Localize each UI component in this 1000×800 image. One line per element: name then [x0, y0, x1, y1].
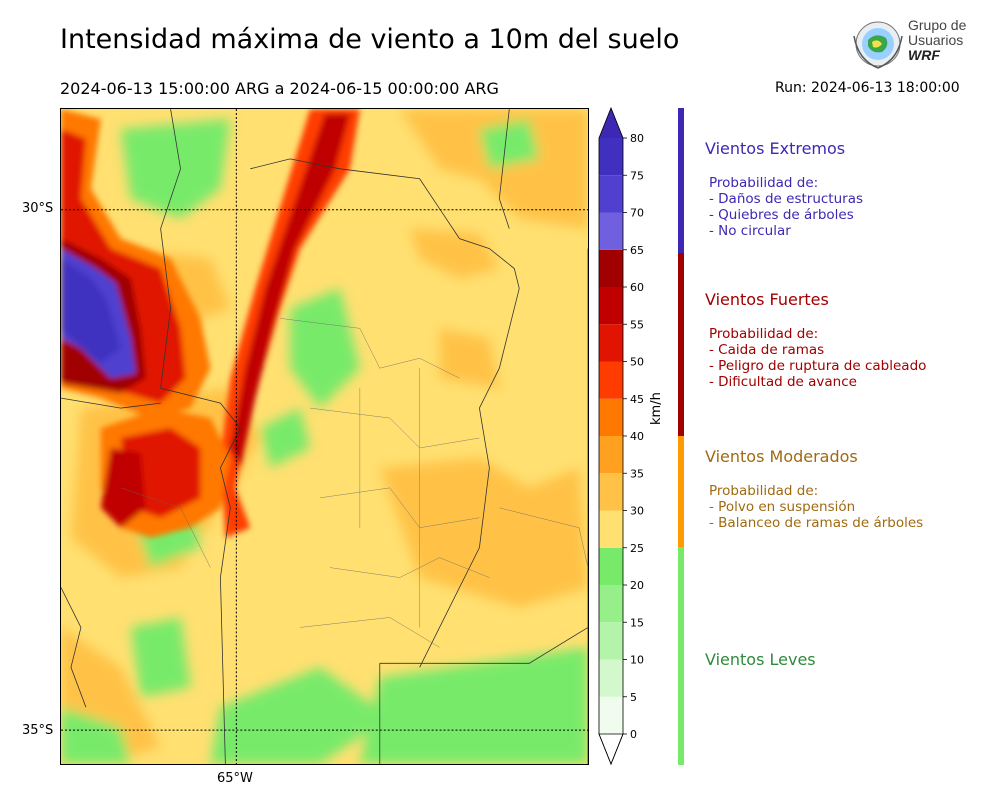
colorbar-tick-label: 10 [630, 654, 644, 667]
colorbar-segment [599, 398, 623, 436]
colorbar-tick-label: 50 [630, 356, 644, 369]
impact-line: - Daños de estructuras [709, 191, 864, 207]
logo-line-3: WRF [908, 47, 940, 63]
colorbar-segment [599, 547, 623, 585]
colorbar-segment [599, 138, 623, 176]
colorbar-segment [599, 249, 623, 287]
colorbar-segment [599, 696, 623, 734]
colorbar-tick-label: 75 [630, 169, 644, 182]
impact-line: - Dificultad de avance [709, 374, 857, 390]
colorbar-segment [599, 473, 623, 511]
logo-line-1: Grupo de [908, 17, 967, 33]
colorbar-segment [599, 622, 623, 660]
wind-map [60, 108, 589, 765]
colorbar-segment [599, 436, 623, 474]
category-title: Vientos Extremos [705, 139, 846, 158]
impact-line: - No circular [709, 223, 791, 239]
colorbar-tick-label: 60 [630, 281, 644, 294]
colorbar-tick-label: 80 [630, 132, 644, 145]
impact-line: - Balanceo de ramas de árboles [709, 515, 924, 531]
wrf-logo [853, 21, 903, 69]
wind-category: Vientos Leves [705, 650, 816, 669]
province-boundaries [61, 109, 588, 764]
colorbar-segment [599, 287, 623, 325]
colorbar-tick-label: 45 [630, 393, 644, 406]
colorbar: 0 5 10 15 20 25 30 35 40 45 50 55 60 65 70 75 80 [598, 106, 644, 766]
colorbar-tick-label: 65 [630, 244, 644, 257]
lat-label-35s: 35°S [22, 723, 54, 738]
colorbar-tick-label: 55 [630, 318, 644, 331]
colorbar-segment [599, 659, 623, 697]
impact-line: - Polvo en suspensión [709, 499, 856, 515]
logo-line-2: Usuarios [908, 32, 964, 48]
colorbar-segment [599, 585, 623, 623]
colorbar-tick-label: 35 [630, 467, 644, 480]
lat-label-30s: 30°S [22, 201, 54, 216]
colorbar-tick-label: 30 [630, 505, 644, 518]
logo-text: Grupo de Usuarios WRF [908, 18, 966, 63]
run-time: Run: 2024-06-13 18:00:00 [775, 80, 960, 96]
impact-line: Probabilidad de: [709, 483, 819, 499]
colorbar-tick-label: 25 [630, 542, 644, 555]
graticule [61, 109, 588, 764]
category-title: Vientos Fuertes [705, 290, 829, 309]
impact-line: - Quiebres de árboles [709, 207, 854, 223]
colorbar-segment [599, 361, 623, 399]
impact-line: Probabilidad de: [709, 326, 819, 342]
category-impacts: Probabilidad de: - Daños de estructuras - … [709, 175, 863, 239]
colorbar-segment [599, 212, 623, 250]
wind-category: Vientos Moderados Probabilidad de: - Polvo… [705, 447, 923, 531]
category-bar [678, 547, 684, 765]
colorbar-tick-label: 20 [630, 579, 644, 592]
category-title: Vientos Leves [705, 650, 816, 669]
impact-line: - Peligro de ruptura de cableado [709, 358, 927, 374]
category-bar [678, 436, 684, 547]
colorbar-tick-label: 0 [630, 728, 637, 741]
colorbar-unit: km/h [649, 392, 664, 425]
lon-label-65w: 65°W [217, 771, 253, 786]
impact-line: - Caida de ramas [709, 342, 825, 358]
forecast-period: 2024-06-13 15:00:00 ARG a 2024-06-15 00:… [60, 79, 499, 98]
wind-category: Vientos Extremos Probabilidad de: - Daños … [705, 139, 863, 239]
colorbar-tick-label: 40 [630, 430, 644, 443]
colorbar-under-arrow [598, 733, 624, 766]
map-title: Intensidad máxima de viento a 10m del su… [60, 24, 680, 55]
colorbar-segment [599, 175, 623, 213]
department-boundaries [120, 318, 588, 648]
colorbar-tick-label: 15 [630, 616, 644, 629]
colorbar-tick-label: 70 [630, 207, 644, 220]
category-bar [678, 253, 684, 436]
category-impacts: Probabilidad de: - Polvo en suspensión - B… [709, 483, 923, 531]
colorbar-tick-label: 5 [630, 691, 637, 704]
impact-line: Probabilidad de: [709, 175, 819, 191]
category-title: Vientos Moderados [705, 447, 858, 466]
colorbar-segment [599, 510, 623, 548]
colorbar-segment [599, 324, 623, 362]
wind-category: Vientos Fuertes Probabilidad de: - Caida d… [705, 290, 926, 390]
colorbar-over-arrow [599, 108, 623, 138]
category-bar [678, 108, 684, 253]
category-impacts: Probabilidad de: - Caida de ramas - Peligr… [709, 326, 926, 390]
strong-wind-shapes [61, 109, 360, 538]
